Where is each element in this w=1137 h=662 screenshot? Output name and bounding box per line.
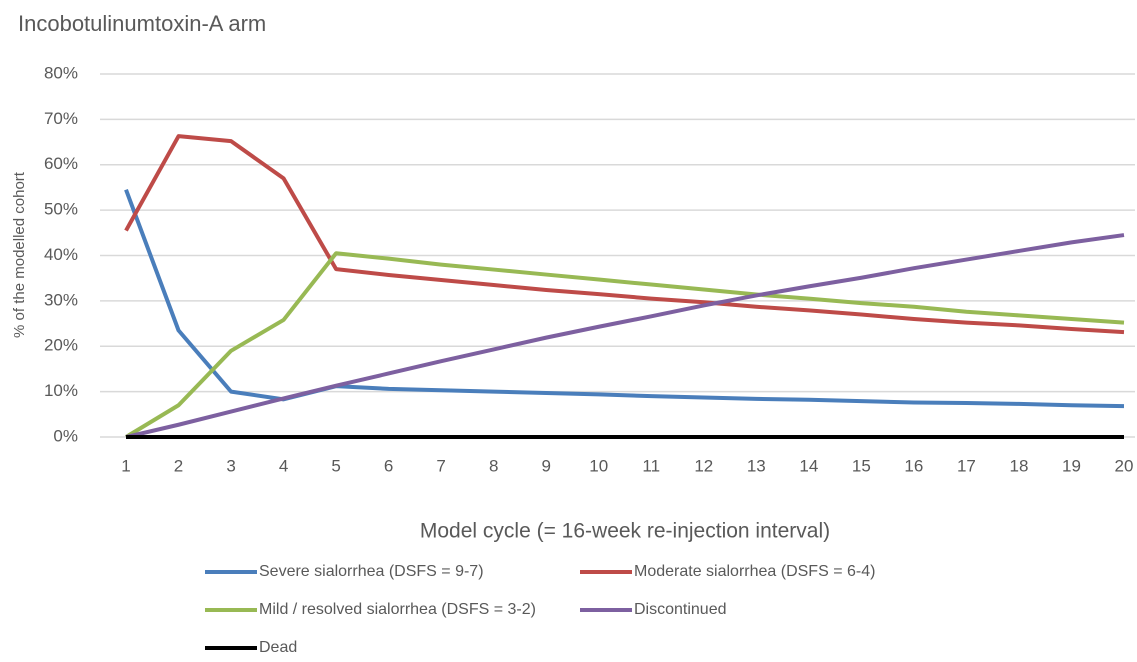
x-tick-label: 16 — [904, 456, 923, 475]
legend-label: Mild / resolved sialorrhea (DSFS = 3-2) — [259, 601, 536, 618]
x-tick-label: 1 — [121, 456, 130, 475]
y-tick-label: 20% — [44, 336, 78, 355]
x-tick-label: 4 — [279, 456, 288, 475]
x-tick-label: 9 — [541, 456, 550, 475]
y-tick-label: 30% — [44, 290, 78, 309]
series-line — [125, 233, 1125, 439]
legend-label: Moderate sialorrhea (DSFS = 6-4) — [634, 563, 875, 580]
x-tick-label: 8 — [489, 456, 498, 475]
x-tick-label: 19 — [1062, 456, 1081, 475]
y-tick-label: 0% — [53, 426, 78, 445]
x-tick-label: 12 — [694, 456, 713, 475]
x-tick-label: 7 — [436, 456, 445, 475]
x-tick-label: 13 — [747, 456, 766, 475]
x-tick-label: 3 — [226, 456, 235, 475]
y-tick-label: 10% — [44, 381, 78, 400]
legend-label: Severe sialorrhea (DSFS = 9-7) — [259, 563, 484, 580]
series-line — [124, 134, 1125, 335]
x-tick-label: 15 — [852, 456, 871, 475]
x-tick-label: 18 — [1009, 456, 1028, 475]
x-tick-label: 5 — [331, 456, 340, 475]
series-line — [124, 251, 1125, 439]
y-axis-label: % of the modelled cohort — [11, 171, 28, 338]
y-tick-label: 40% — [44, 245, 78, 264]
x-tick-label: 17 — [957, 456, 976, 475]
x-tick-label: 14 — [799, 456, 818, 475]
chart-title: Incobotulinumtoxin-A arm — [18, 11, 266, 36]
y-tick-label: 70% — [44, 109, 78, 128]
y-tick-label: 50% — [44, 200, 78, 219]
legend-label: Dead — [259, 639, 297, 656]
x-tick-label: 6 — [384, 456, 393, 475]
x-tick-label: 2 — [174, 456, 183, 475]
y-tick-label: 80% — [44, 63, 78, 82]
x-tick-label: 10 — [589, 456, 608, 475]
y-tick-label: 60% — [44, 154, 78, 173]
x-tick-label: 11 — [642, 456, 660, 475]
legend-label: Discontinued — [634, 601, 727, 618]
x-axis-label: Model cycle (= 16-week re-injection inte… — [420, 520, 830, 543]
x-tick-label: 20 — [1115, 456, 1134, 475]
